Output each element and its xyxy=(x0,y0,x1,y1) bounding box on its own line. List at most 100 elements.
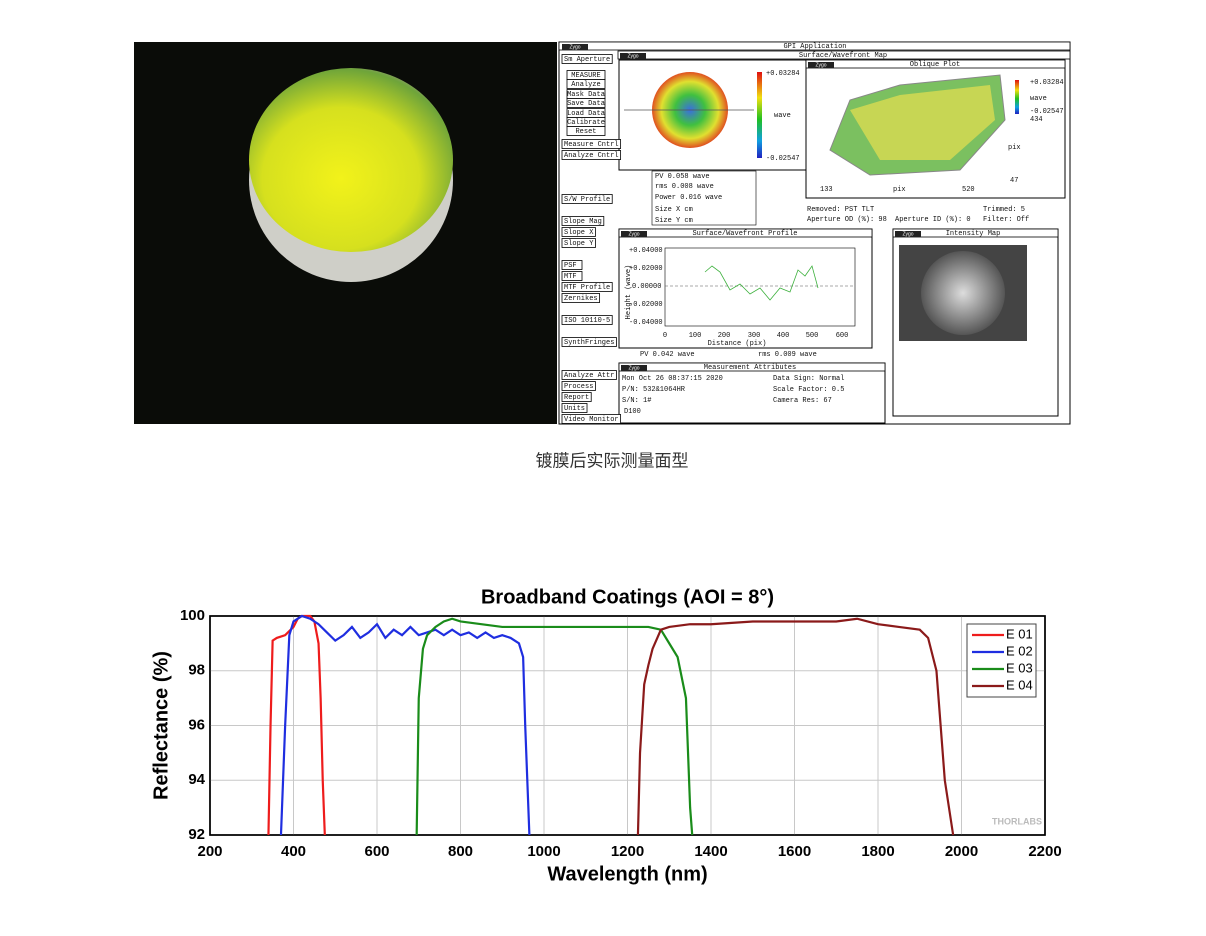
zygo-label: +0.03284 xyxy=(766,70,800,78)
zygo-label: -0.02000 xyxy=(629,301,663,309)
zygo-label: Mon Oct 26 08:37:15 2020 xyxy=(622,375,723,383)
menu-button: Units xyxy=(564,405,585,413)
series-line xyxy=(636,617,955,836)
x-tick-label: 1800 xyxy=(861,843,894,860)
button-frame xyxy=(561,414,622,424)
zygo-label: 100 xyxy=(689,332,702,340)
button-frame xyxy=(561,194,613,204)
zygo-label: 0.00000 xyxy=(632,283,661,291)
zygo-label: S/N: 1# xyxy=(622,397,651,405)
menu-button: Process xyxy=(564,383,593,391)
y-tick-label: 92 xyxy=(188,826,205,843)
profile-panel xyxy=(618,228,873,349)
zygo-label: Filter: Off xyxy=(983,216,1029,224)
zygo-label: 400 xyxy=(777,332,790,340)
menu-button: Measure Cntrl xyxy=(564,141,619,149)
lens xyxy=(249,68,453,252)
button-frame xyxy=(561,139,622,149)
zygo-label: Scale Factor: 0.5 xyxy=(773,386,844,394)
button-frame xyxy=(561,238,596,248)
menu-button: Slope Mag xyxy=(564,218,602,226)
zygo-label: Size Y cm xyxy=(655,217,693,225)
zygo-label: Intensity Map xyxy=(946,230,1001,238)
button-frame xyxy=(561,315,613,325)
legend xyxy=(966,623,1037,698)
logo: Zygo xyxy=(902,231,913,237)
zygo-label: Oblique Plot xyxy=(910,61,960,69)
menu-button: Slope Y xyxy=(564,240,594,248)
series-line xyxy=(415,617,694,836)
zygo-label: Height (wave) xyxy=(625,265,633,320)
title-bar xyxy=(618,228,873,238)
zygo-label: Size X cm xyxy=(655,206,693,214)
x-tick-label: 1000 xyxy=(527,843,560,860)
title-bar xyxy=(805,59,1066,69)
zygo-label: wave xyxy=(1030,95,1047,103)
button-frame xyxy=(561,403,588,413)
button-frame xyxy=(561,282,613,292)
title-bar xyxy=(617,50,1071,60)
zygo-label: Camera Res: 67 xyxy=(773,397,832,405)
x-tick-label: 2000 xyxy=(945,843,978,860)
legend-label: E 02 xyxy=(1006,643,1033,658)
zygo-label: PV 0.042 wave xyxy=(640,351,695,359)
zygo-label: 300 xyxy=(748,332,761,340)
y-tick-label: 100 xyxy=(180,607,205,624)
button-frame xyxy=(566,98,606,108)
zygo-label: Surface/Wavefront Profile xyxy=(692,230,797,238)
menu-button: MEASURE xyxy=(571,72,600,80)
zygo-label: -0.02547 xyxy=(1030,108,1064,116)
zygo-label: 0 xyxy=(663,332,667,340)
logo: Zygo xyxy=(628,365,639,371)
button-frame xyxy=(561,381,596,391)
logo: Zygo xyxy=(815,62,826,68)
zygo-label: rms 0.009 wave xyxy=(758,351,817,359)
button-frame xyxy=(561,216,605,226)
menu-button: Slope X xyxy=(564,229,594,237)
menu-button: Load Data xyxy=(567,110,605,118)
legend-label: E 03 xyxy=(1006,660,1033,675)
chart-title: Broadband Coatings (AOI = 8°) xyxy=(481,586,774,608)
zygo-label: 133 xyxy=(820,186,833,194)
stats-box xyxy=(651,170,757,226)
zygo-label: PV 0.058 wave xyxy=(655,173,710,181)
y-axis-label: Reflectance (%) xyxy=(150,651,172,800)
logo-box xyxy=(808,62,834,68)
x-tick-label: 800 xyxy=(448,843,473,860)
legend-label: E 01 xyxy=(1006,626,1033,641)
chart: 92 94 96 98 100 200 400 600 800 1000 1200 1400 1600 1… xyxy=(150,586,1061,885)
x-tick-label: 1600 xyxy=(778,843,811,860)
menu-button: ISO 10110-5 xyxy=(564,317,610,325)
menu-button: Calibrate xyxy=(567,119,605,127)
y-tick-label: 98 xyxy=(188,662,205,679)
button-frame xyxy=(561,227,596,237)
menu-button: MTF Profile xyxy=(564,284,610,292)
profile-axes xyxy=(664,247,856,327)
menu-button: PSF xyxy=(564,262,577,270)
zygo-label: -0.02547 xyxy=(766,155,800,163)
button-frame xyxy=(561,392,592,402)
zygo-label: 600 xyxy=(836,332,849,340)
button-frame xyxy=(561,260,583,270)
color-bar xyxy=(1015,80,1019,114)
y-tick-label: 94 xyxy=(188,771,205,788)
title-bar xyxy=(558,41,1071,51)
menu-button: SynthFringes xyxy=(564,339,614,347)
zygo-label: Aperture OD (%): 98 xyxy=(807,216,887,224)
logo: Zygo xyxy=(627,53,638,59)
zygo-label: 520 xyxy=(962,186,975,194)
x-tick-label: 1400 xyxy=(694,843,727,860)
menu-button: Analyze xyxy=(571,81,600,89)
zygo-label: 47 xyxy=(1010,177,1018,185)
zygo-label: -0.04000 xyxy=(629,319,663,327)
zygo-label: Trimmed: 5 xyxy=(983,206,1025,214)
logo: Zygo xyxy=(628,231,639,237)
zygo-label: D100 xyxy=(624,408,641,416)
zygo-label: pix xyxy=(1008,144,1021,152)
menu-button: Video Monitor xyxy=(564,416,619,424)
y-tick-label: 96 xyxy=(188,716,205,733)
menu-button: Analyze Cntrl xyxy=(564,152,619,160)
logo-box xyxy=(621,231,647,237)
zygo-label: Aperture ID (%): 0 xyxy=(895,216,971,224)
